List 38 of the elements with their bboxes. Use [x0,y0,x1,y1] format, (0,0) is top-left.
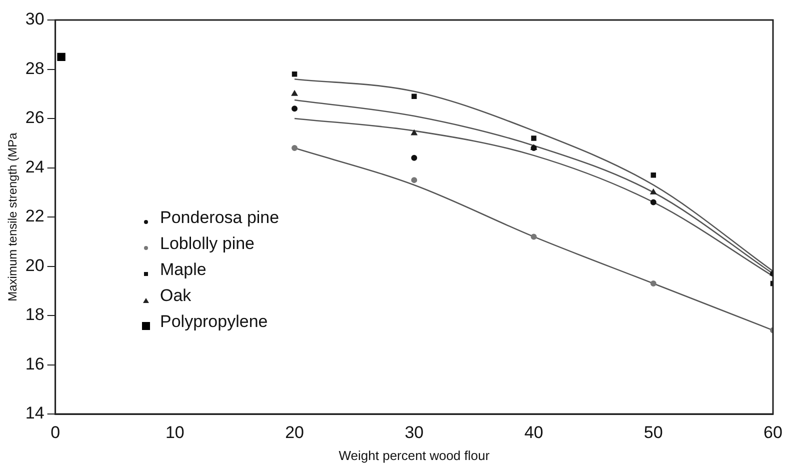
legend-label: Oak [160,285,192,307]
legend-label: Ponderosa pine [160,207,280,229]
point [411,154,418,161]
legend-label: Maple [160,259,206,281]
x-tick-label: 30 [404,422,424,442]
x-tick-label: 50 [644,422,663,442]
x-tick-label: 0 [50,422,60,442]
x-axis-title: Weight percent wood flour [338,448,490,463]
x-tick-label: 20 [285,422,304,442]
point [292,145,298,152]
point [650,280,656,286]
y-tick-label: 14 [25,404,44,423]
point [531,136,536,141]
y-tick-label: 28 [25,58,44,78]
point [411,130,418,136]
point [292,106,298,112]
point [411,177,418,184]
y-tick-label: 22 [25,206,44,226]
y-tick-label: 16 [25,354,44,374]
point [650,172,656,178]
point [530,234,537,240]
y-tick-label: 18 [25,305,44,324]
y-tick-label: 26 [25,108,44,128]
y-axis-title: Maximum tensile strength (MPa [6,132,20,302]
y-tick-label: 24 [25,157,44,176]
point [57,52,66,62]
legend-label: Polypropylene [160,311,268,333]
y-tick-label: 20 [25,256,44,275]
x-tick-label: 40 [524,422,544,442]
point [292,72,298,77]
y-tick-label: 30 [25,10,44,29]
legend-label: Loblolly pine [160,233,255,255]
point [412,94,417,99]
point [291,90,298,96]
point [650,188,656,194]
x-tick-label: 10 [165,422,184,442]
point [650,199,656,206]
x-tick-label: 60 [764,422,782,442]
